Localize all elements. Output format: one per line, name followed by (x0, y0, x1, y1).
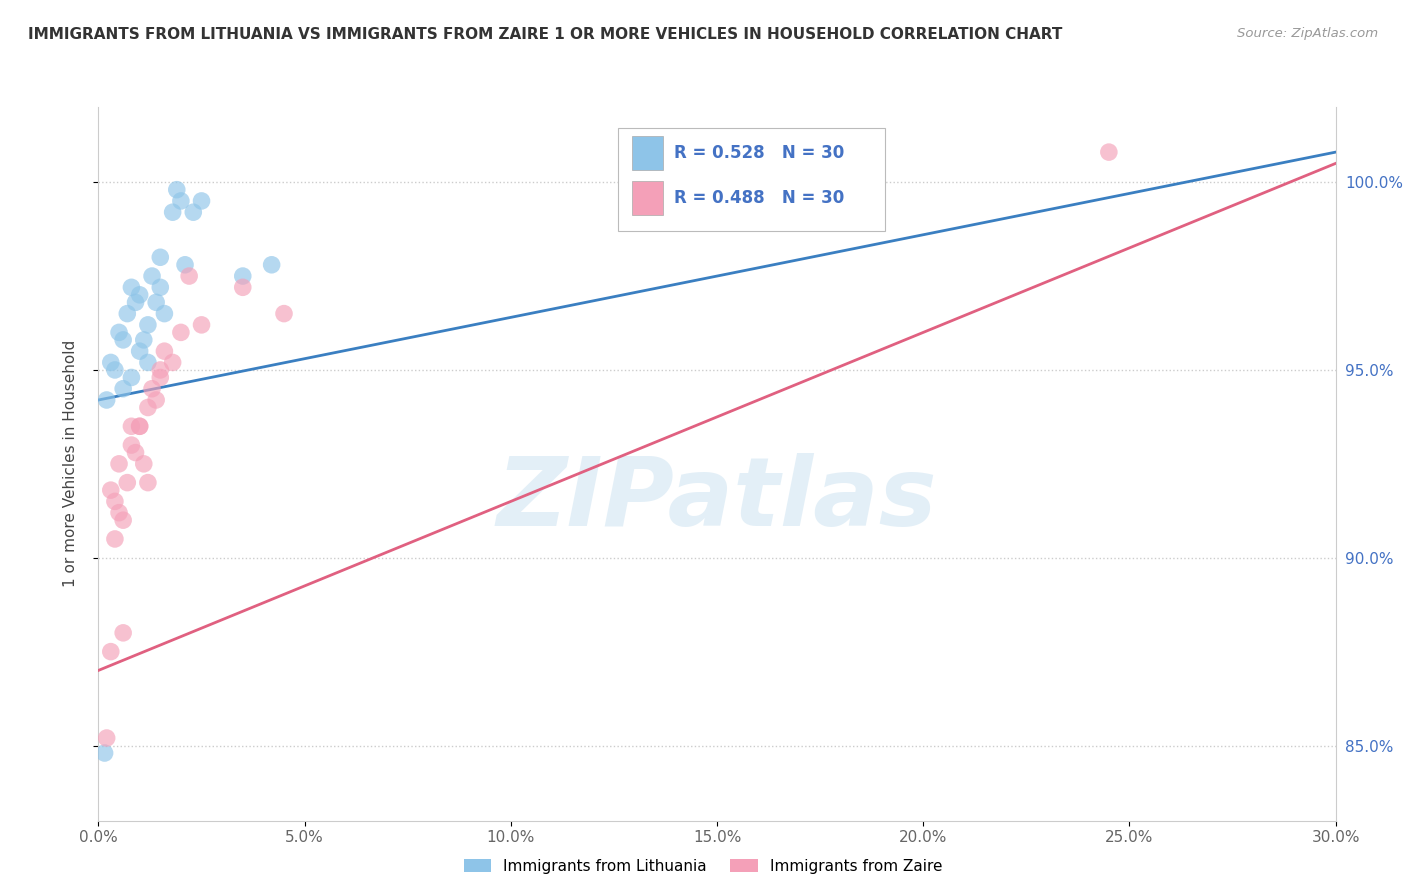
Point (149, 370, 172, 384)
Point (232, 268, 254, 283)
Text: R = 0.528   N = 30: R = 0.528 N = 30 (675, 145, 845, 162)
Text: IMMIGRANTS FROM LITHUANIA VS IMMIGRANTS FROM ZAIRE 1 OR MORE VEHICLES IN HOUSEHO: IMMIGRANTS FROM LITHUANIA VS IMMIGRANTS … (28, 27, 1063, 42)
Point (136, 401, 159, 415)
Point (136, 475, 159, 490)
Point (100, 645, 122, 659)
Point (128, 419, 150, 434)
Point (128, 419, 150, 434)
Point (104, 494, 127, 508)
Point (96, 731, 118, 745)
Point (170, 194, 193, 208)
Point (117, 307, 139, 321)
Point (162, 355, 184, 369)
Point (132, 457, 155, 471)
Y-axis label: 1 or more Vehicles in Household: 1 or more Vehicles in Household (63, 340, 77, 588)
Point (808, 145, 831, 160)
Point (149, 250, 172, 264)
Point (104, 532, 127, 546)
Point (100, 355, 122, 369)
Point (170, 326, 193, 340)
Point (179, 268, 201, 283)
Text: R = 0.488   N = 30: R = 0.488 N = 30 (675, 189, 845, 207)
Point (112, 333, 135, 347)
Point (190, 318, 212, 332)
Point (124, 295, 146, 310)
Point (128, 344, 150, 359)
Point (117, 475, 139, 490)
Point (120, 419, 142, 434)
Point (145, 392, 167, 407)
Point (260, 258, 283, 272)
Point (100, 483, 122, 497)
Point (153, 344, 176, 359)
Point (141, 268, 163, 283)
Point (112, 513, 135, 527)
Point (120, 370, 142, 384)
Point (149, 363, 172, 377)
Text: Source: ZipAtlas.com: Source: ZipAtlas.com (1237, 27, 1378, 40)
Point (112, 382, 135, 396)
Point (124, 445, 146, 459)
Point (108, 326, 131, 340)
Point (181, 205, 204, 219)
Point (174, 258, 197, 272)
Point (149, 280, 172, 294)
Point (232, 280, 254, 294)
Point (166, 183, 188, 197)
Point (136, 318, 159, 332)
Point (112, 625, 135, 640)
Point (141, 382, 163, 396)
Point (1098, 145, 1121, 160)
Point (136, 355, 159, 369)
Point (120, 438, 142, 452)
Point (104, 363, 127, 377)
Legend: Immigrants from Lithuania, Immigrants from Zaire: Immigrants from Lithuania, Immigrants fr… (457, 853, 949, 880)
Point (96, 392, 118, 407)
Point (128, 288, 150, 302)
Point (120, 280, 142, 294)
Point (132, 333, 155, 347)
Point (162, 205, 184, 219)
Point (93, 746, 115, 760)
Point (273, 307, 295, 321)
Point (190, 194, 212, 208)
Point (108, 506, 131, 520)
Text: ZIPatlas: ZIPatlas (496, 453, 938, 546)
Point (145, 295, 167, 310)
Point (108, 457, 131, 471)
Point (153, 307, 176, 321)
